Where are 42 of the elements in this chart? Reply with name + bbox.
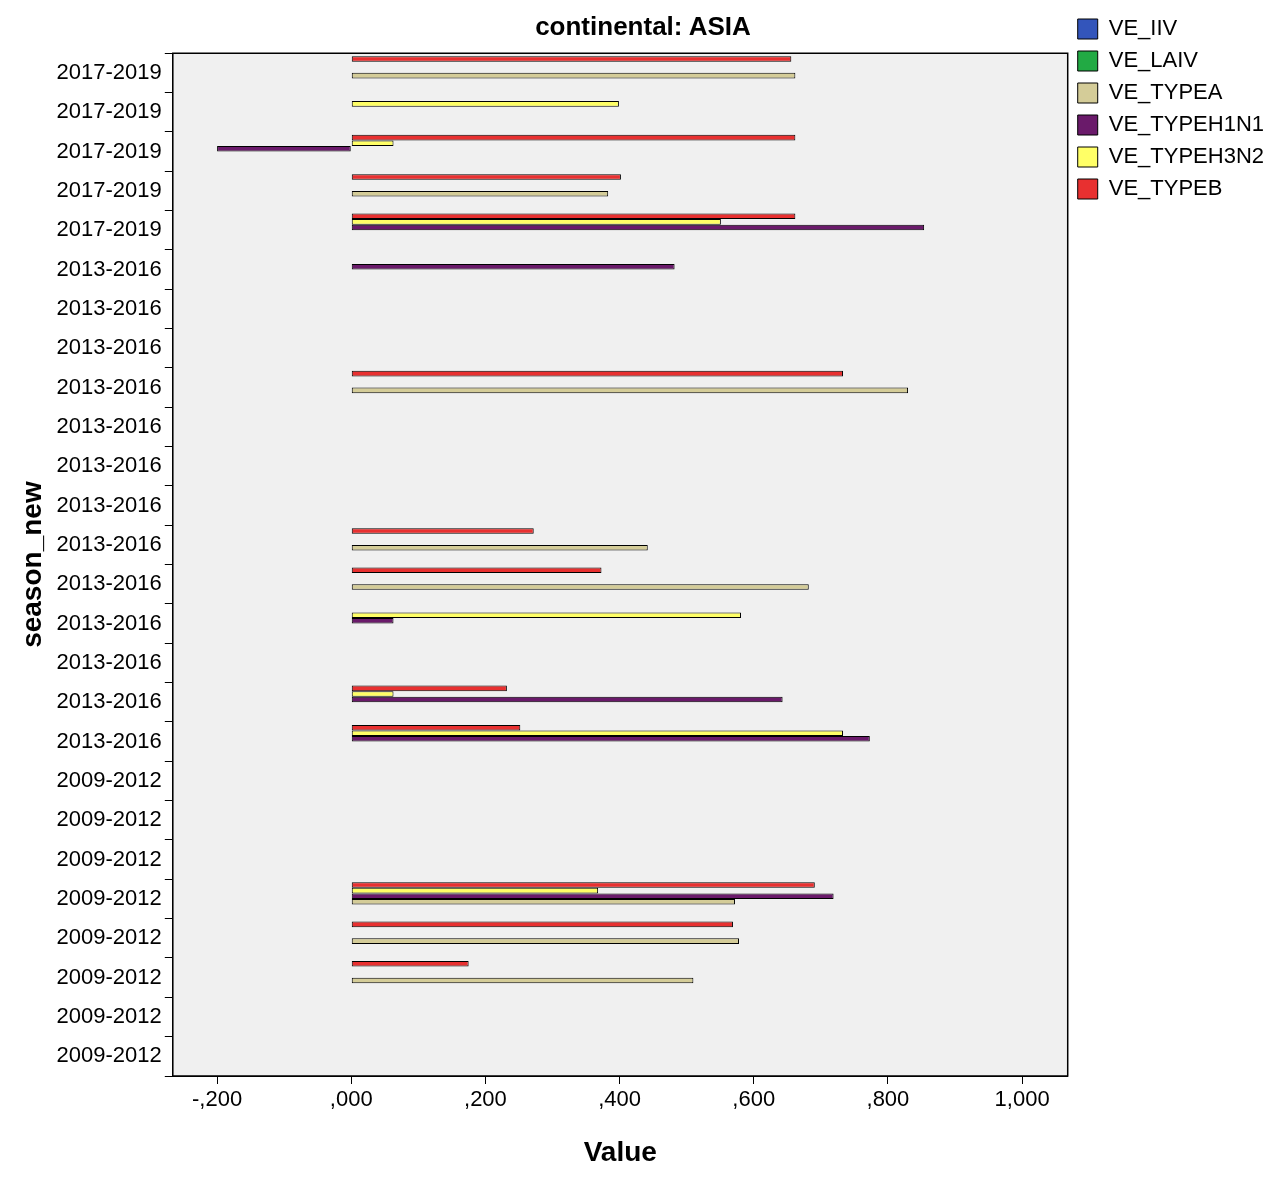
x-tick-label: ,000 [329, 1086, 373, 1112]
x-tick-label: ,400 [598, 1086, 641, 1112]
y-tick-label: 2013-2016 [56, 452, 162, 478]
x-tick-label: ,800 [866, 1086, 910, 1112]
y-tick-label: 2009-2012 [56, 963, 162, 989]
legend-label: VE_TYPEH1N1 [1108, 111, 1265, 137]
y-tick-label: 2013-2016 [56, 334, 162, 360]
y-tick-label: 2017-2019 [56, 216, 162, 242]
legend-label: VE_TYPEA [1108, 79, 1223, 105]
y-tick-label: 2009-2012 [56, 885, 162, 911]
y-axis-title: season_new [15, 481, 47, 648]
x-tick-label: -,200 [192, 1086, 243, 1112]
x-tick-label: ,600 [732, 1086, 776, 1112]
y-tick-label: 2013-2016 [56, 294, 162, 320]
y-tick-label: 2013-2016 [56, 609, 162, 635]
y-tick-label: 2009-2012 [56, 1042, 162, 1068]
y-tick-label: 2013-2016 [56, 570, 162, 596]
y-tick-label: 2009-2012 [56, 845, 162, 871]
legend-label: VE_IIV [1108, 15, 1178, 41]
legend-label: VE_TYPEH3N2 [1108, 143, 1265, 169]
y-tick-label: 2009-2012 [56, 924, 162, 950]
y-tick-label: 2009-2012 [56, 767, 162, 793]
x-axis-title: Value [583, 1135, 657, 1167]
y-tick-label: 2017-2019 [56, 98, 162, 124]
y-tick-label: 2017-2019 [56, 58, 162, 84]
y-tick-label: 2009-2012 [56, 806, 162, 832]
y-tick-label: 2013-2016 [56, 530, 162, 556]
chart-title: continental: ASIA [535, 10, 752, 41]
y-tick-label: 2013-2016 [56, 373, 162, 399]
y-tick-label: 2013-2016 [56, 649, 162, 675]
y-tick-label: 2013-2016 [56, 688, 162, 714]
x-tick-label: 1,000 [994, 1086, 1050, 1112]
legend-label: VE_LAIV [1108, 47, 1199, 73]
y-tick-label: 2017-2019 [56, 137, 162, 163]
legend-label: VE_TYPEB [1108, 175, 1223, 201]
x-tick-label: ,200 [464, 1086, 507, 1112]
y-tick-label: 2017-2019 [56, 176, 162, 202]
y-tick-label: 2013-2016 [56, 255, 162, 281]
y-tick-label: 2009-2012 [56, 1003, 162, 1029]
y-tick-label: 2013-2016 [56, 412, 162, 438]
y-tick-label: 2013-2016 [56, 727, 162, 753]
y-tick-label: 2013-2016 [56, 491, 162, 517]
